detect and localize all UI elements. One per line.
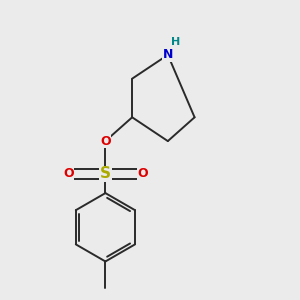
Text: O: O <box>63 167 74 180</box>
Text: O: O <box>137 167 148 180</box>
Text: N: N <box>163 48 173 62</box>
Text: H: H <box>171 37 180 46</box>
Text: S: S <box>100 166 111 181</box>
Text: O: O <box>100 135 111 148</box>
